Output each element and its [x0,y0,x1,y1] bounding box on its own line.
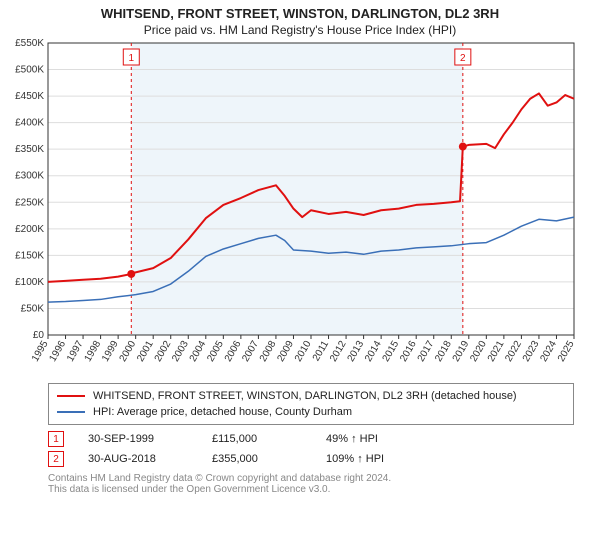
svg-text:£500K: £500K [15,65,44,76]
footer-line-2: This data is licensed under the Open Gov… [48,484,574,495]
svg-text:2004: 2004 [188,339,209,364]
svg-text:1999: 1999 [100,339,121,364]
legend-swatch [57,411,85,413]
svg-text:1996: 1996 [47,339,68,364]
svg-text:2012: 2012 [328,339,349,364]
svg-text:£350K: £350K [15,144,44,155]
legend-label: HPI: Average price, detached house, Coun… [93,404,352,420]
title-main: WHITSEND, FRONT STREET, WINSTON, DARLING… [0,6,600,21]
sale-row: 1 30-SEP-1999 £115,000 49% ↑ HPI [48,429,574,449]
svg-text:2017: 2017 [416,339,437,364]
svg-text:2019: 2019 [451,339,472,364]
svg-text:£400K: £400K [15,118,44,129]
svg-text:2018: 2018 [433,339,454,364]
svg-text:2010: 2010 [293,339,314,364]
sale-date: 30-AUG-2018 [88,453,188,465]
sales-list: 1 30-SEP-1999 £115,000 49% ↑ HPI 2 30-AUG-201… [48,429,574,469]
svg-text:2001: 2001 [135,339,156,364]
line-chart: £0 £50K £100K £150K £200K £250K £300K £350K £400… [0,37,600,377]
svg-text:£50K: £50K [21,303,45,314]
sale-price: £115,000 [212,433,302,445]
svg-text:2014: 2014 [363,339,384,364]
svg-text:1: 1 [129,53,135,64]
sale-price: £355,000 [212,453,302,465]
svg-text:2008: 2008 [258,339,279,364]
svg-text:2022: 2022 [503,339,524,364]
sale-marker: 1 [48,431,64,447]
titles: WHITSEND, FRONT STREET, WINSTON, DARLING… [0,0,600,37]
sale-date: 30-SEP-1999 [88,433,188,445]
svg-text:£450K: £450K [15,91,44,102]
sale-pct: 109% ↑ HPI [326,453,384,465]
svg-text:2020: 2020 [468,339,489,364]
legend: WHITSEND, FRONT STREET, WINSTON, DARLING… [48,383,574,425]
svg-text:2006: 2006 [223,339,244,364]
svg-text:1995: 1995 [30,339,51,364]
svg-text:2016: 2016 [398,339,419,364]
legend-swatch [57,395,85,397]
svg-text:2000: 2000 [118,339,139,364]
svg-text:2007: 2007 [240,339,261,364]
sale-row: 2 30-AUG-2018 £355,000 109% ↑ HPI [48,449,574,469]
legend-row: HPI: Average price, detached house, Coun… [57,404,565,420]
svg-text:1997: 1997 [65,339,86,364]
svg-text:£550K: £550K [15,38,44,49]
svg-text:£300K: £300K [15,171,44,182]
svg-text:2025: 2025 [556,339,577,364]
svg-text:£100K: £100K [15,277,44,288]
svg-text:£0: £0 [33,330,45,341]
svg-text:2013: 2013 [346,339,367,364]
svg-text:2003: 2003 [170,339,191,364]
footer-line-1: Contains HM Land Registry data © Crown c… [48,473,574,484]
svg-text:£200K: £200K [15,224,44,235]
svg-text:£250K: £250K [15,197,44,208]
svg-text:2009: 2009 [275,339,296,364]
footer-attribution: Contains HM Land Registry data © Crown c… [48,473,574,495]
svg-text:2023: 2023 [521,339,542,364]
svg-text:1998: 1998 [83,339,104,364]
sale-marker: 2 [48,451,64,467]
sale-pct: 49% ↑ HPI [326,433,378,445]
svg-text:2002: 2002 [153,339,174,364]
svg-text:2015: 2015 [381,339,402,364]
svg-text:2024: 2024 [538,339,559,364]
svg-text:2005: 2005 [205,339,226,364]
chart-container: WHITSEND, FRONT STREET, WINSTON, DARLING… [0,0,600,560]
svg-text:2021: 2021 [486,339,507,364]
legend-row: WHITSEND, FRONT STREET, WINSTON, DARLING… [57,388,565,404]
svg-text:2: 2 [460,53,466,64]
title-sub: Price paid vs. HM Land Registry's House … [0,23,600,37]
legend-label: WHITSEND, FRONT STREET, WINSTON, DARLING… [93,388,517,404]
svg-text:£150K: £150K [15,250,44,261]
